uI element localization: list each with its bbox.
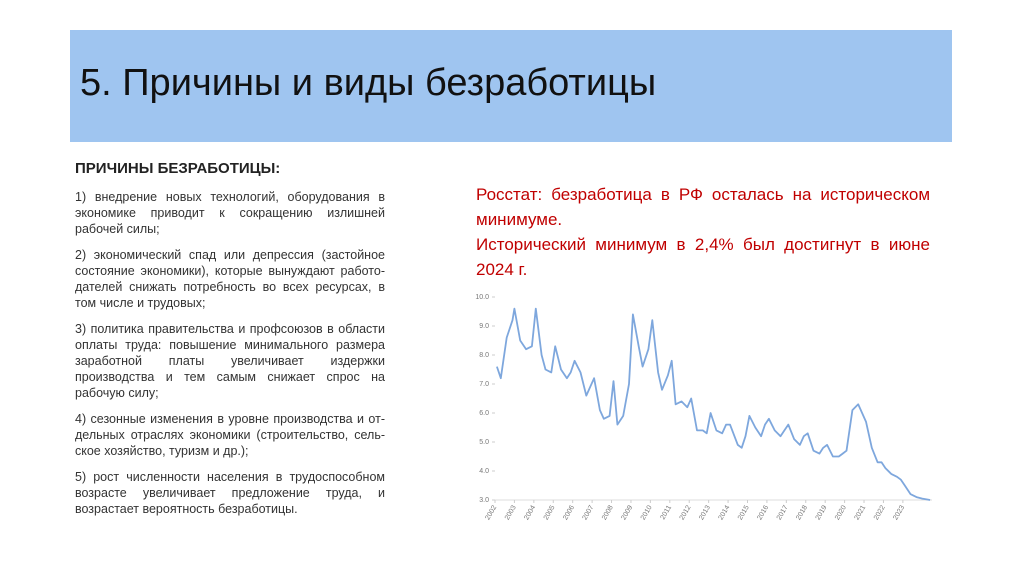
x-tick-label: 2020	[834, 504, 848, 521]
series-line	[496, 307, 931, 501]
x-tick-label: 2022	[873, 504, 887, 521]
x-tick-label: 2002	[484, 504, 498, 521]
slide-title: 5. Причины и виды безработицы	[80, 62, 657, 104]
news: Росстат: безработица в РФ осталась на ис…	[476, 182, 930, 282]
cause-item: 3) политика правительства и профсоюзов в…	[75, 322, 385, 400]
y-tick-label: 7.0	[479, 381, 489, 388]
x-tick-label: 2018	[795, 504, 809, 521]
x-tick-label: 2011	[660, 504, 674, 521]
x-tick-label: 2021	[853, 504, 867, 521]
y-tick-label: 3.0	[479, 497, 489, 504]
x-tick-label: 2005	[543, 504, 557, 521]
y-tick-label: 6.0	[479, 410, 489, 417]
y-tick-label: 10.0	[475, 294, 489, 301]
x-tick-label: 2006	[562, 504, 576, 521]
x-tick-label: 2016	[756, 504, 770, 521]
x-tick-label: 2009	[620, 504, 634, 521]
header-band	[70, 30, 952, 142]
chart: 3.0 4.0 5.0 6.0 7.0 8.0 9.0 10.0 2002 2003 2004 200…	[475, 294, 932, 521]
y-tick-label: 5.0	[479, 439, 489, 446]
x-tick-label: 2010	[640, 504, 654, 521]
x-tick-label: 2017	[776, 504, 790, 521]
cause-item: 2) экономический спад или депрессия (зас…	[75, 248, 385, 310]
x-tick-label: 2014	[718, 504, 732, 521]
x-tick-label: 2023	[892, 504, 906, 521]
x-tick-label: 2004	[523, 504, 537, 521]
causes: ПРИЧИНЫ БЕЗРАБОТИЦЫ: 1) внедрение новых …	[75, 160, 385, 527]
y-tick-label: 4.0	[479, 468, 489, 475]
cause-item: 1) внедрение новых технологий, оборудова…	[75, 190, 385, 236]
cause-item: 5) рост численности населения в трудоспо…	[75, 470, 385, 516]
y-tick-label: 9.0	[479, 323, 489, 330]
cause-item: 4) сезонные изменения в уровне производс…	[75, 412, 385, 458]
x-tick-label: 2008	[601, 504, 615, 521]
causes-heading: ПРИЧИНЫ БЕЗРАБОТИЦЫ:	[75, 160, 281, 177]
x-tick-label: 2003	[504, 504, 518, 521]
x-tick-label: 2015	[737, 504, 751, 521]
news-paragraph: Исторический минимум в 2,4% был достигну…	[476, 235, 930, 279]
x-tick-label: 2013	[698, 504, 712, 521]
news-paragraph: Росстат: безработица в РФ осталась на ис…	[476, 185, 930, 229]
x-tick-label: 2007	[582, 504, 596, 521]
x-tick-label: 2012	[679, 504, 693, 521]
y-tick-label: 8.0	[479, 352, 489, 359]
x-tick-label: 2019	[815, 504, 829, 521]
